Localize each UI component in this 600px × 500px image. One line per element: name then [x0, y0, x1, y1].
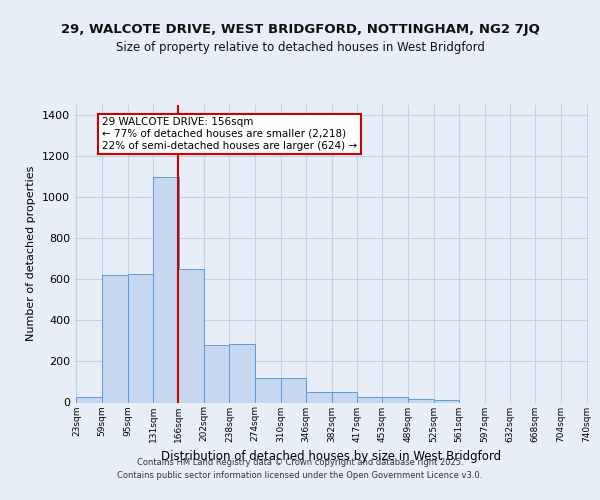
Bar: [382, 398, 408, 402]
Bar: [306, 392, 332, 402]
Text: 29, WALCOTE DRIVE, WEST BRIDGFORD, NOTTINGHAM, NG2 7JQ: 29, WALCOTE DRIVE, WEST BRIDGFORD, NOTTI…: [61, 22, 539, 36]
Text: Contains HM Land Registry data © Crown copyright and database right 2025.: Contains HM Land Registry data © Crown c…: [137, 458, 463, 467]
Text: Contains public sector information licensed under the Open Government Licence v3: Contains public sector information licen…: [118, 472, 482, 480]
Bar: [76, 398, 102, 402]
Bar: [128, 274, 153, 402]
Bar: [102, 276, 128, 402]
Bar: [281, 378, 306, 402]
Bar: [153, 177, 179, 402]
Bar: [178, 269, 204, 402]
Y-axis label: Number of detached properties: Number of detached properties: [26, 166, 37, 342]
Text: Size of property relative to detached houses in West Bridgford: Size of property relative to detached ho…: [116, 41, 484, 54]
Text: 29 WALCOTE DRIVE: 156sqm
← 77% of detached houses are smaller (2,218)
22% of sem: 29 WALCOTE DRIVE: 156sqm ← 77% of detach…: [102, 118, 357, 150]
Bar: [357, 398, 382, 402]
Bar: [332, 392, 358, 402]
Bar: [229, 344, 255, 403]
Bar: [255, 378, 281, 402]
Bar: [434, 400, 459, 402]
X-axis label: Distribution of detached houses by size in West Bridgford: Distribution of detached houses by size …: [161, 450, 502, 463]
Bar: [204, 345, 229, 403]
Bar: [408, 400, 434, 402]
